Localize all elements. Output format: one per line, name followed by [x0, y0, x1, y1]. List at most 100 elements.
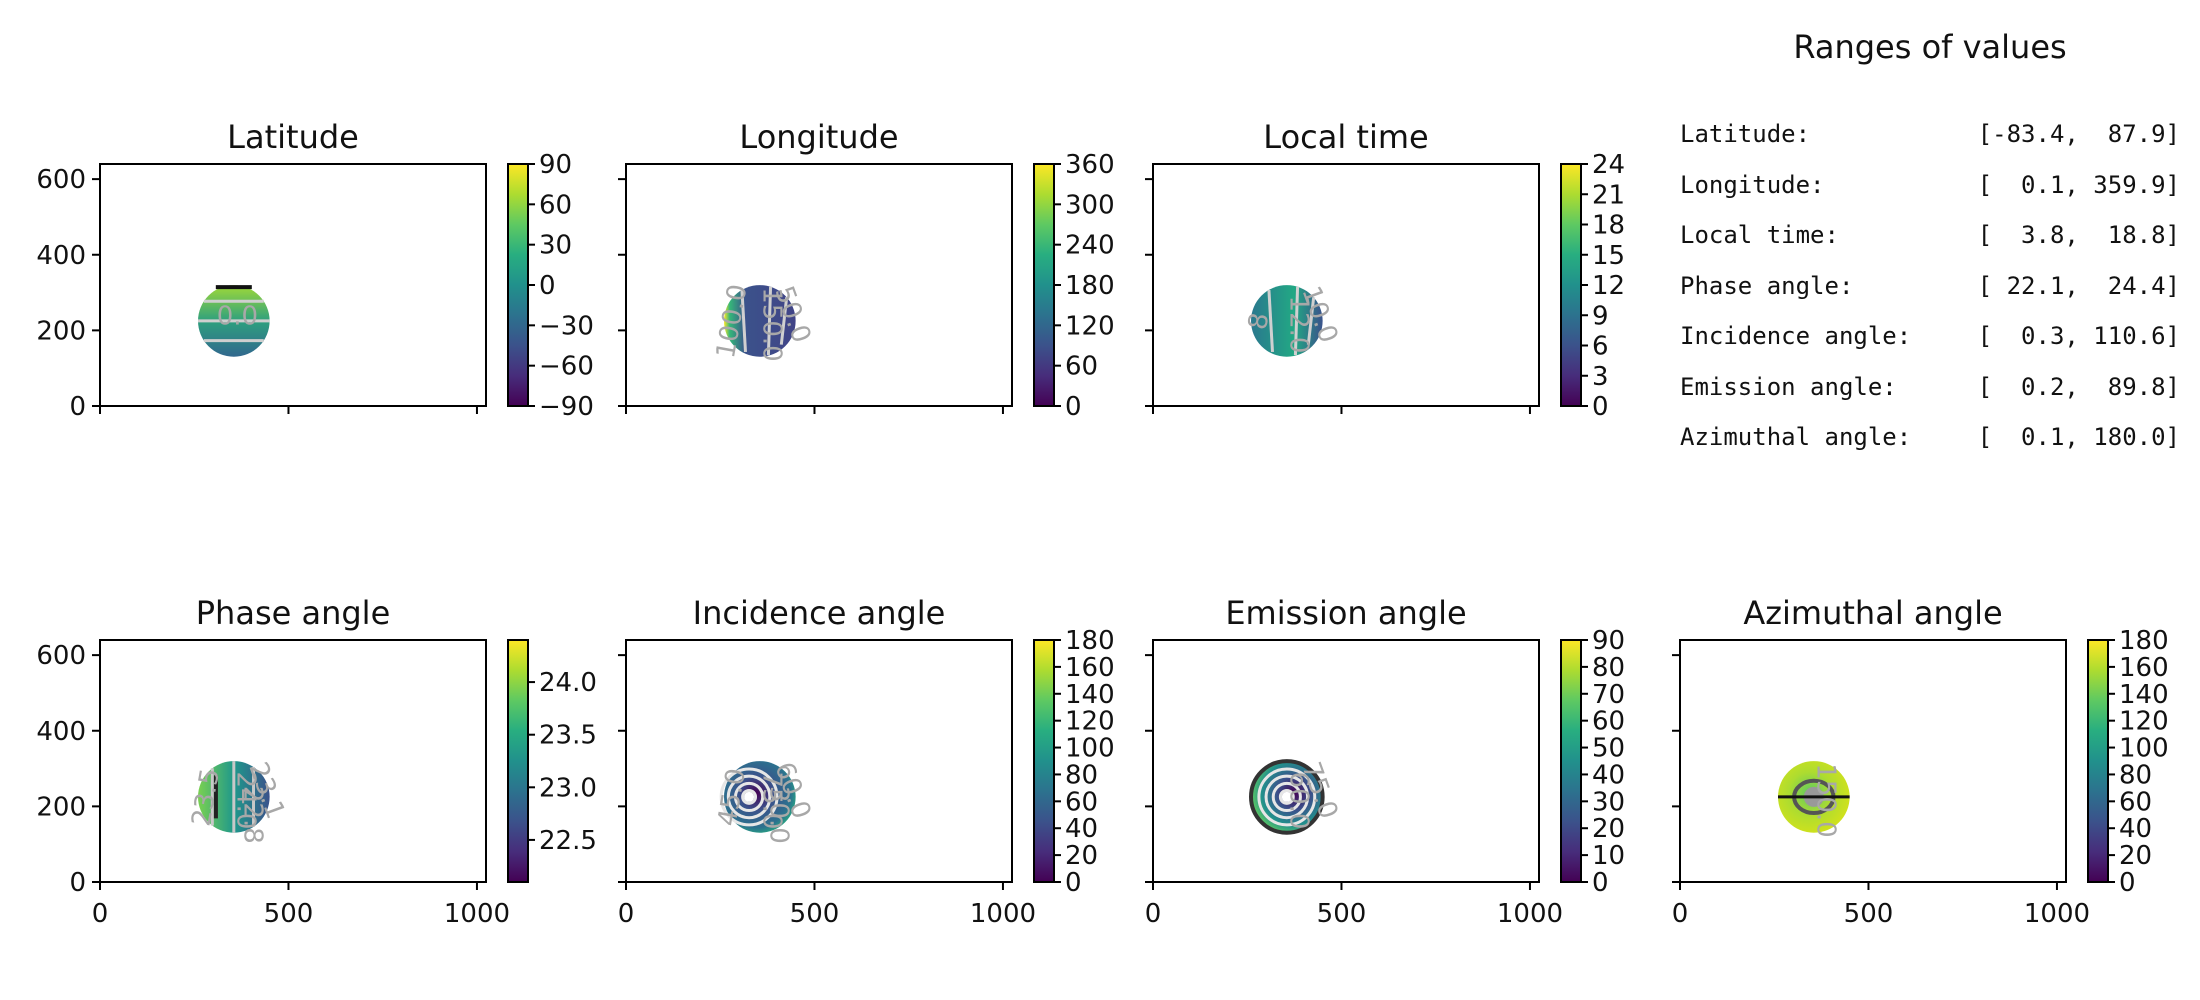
- ranges-title: Ranges of values: [1793, 28, 2067, 66]
- contour-label: 12.0: [1283, 296, 1313, 354]
- colorbar-tick-label: 40: [2119, 814, 2152, 844]
- axes-frame: [99, 639, 487, 883]
- colorbar-tick-label: 20: [2119, 841, 2152, 871]
- range-value: [ 0.3, 110.6]: [1977, 322, 2180, 350]
- colorbar-tick-label: 30: [1592, 787, 1625, 817]
- contour-line: [1293, 286, 1300, 356]
- colorbar-tick-label: 140: [2119, 680, 2169, 710]
- contour-label: 0.0: [217, 302, 258, 332]
- colorbar-tick-label: 90: [539, 150, 572, 180]
- range-label: Local time:: [1680, 221, 1839, 249]
- colorbar-tick-label: 100: [1065, 734, 1115, 764]
- range-value: [ 3.8, 18.8]: [1977, 221, 2180, 249]
- range-row: Incidence angle: [ 0.3, 110.6]: [1680, 322, 2180, 373]
- contour-line: [1306, 297, 1316, 345]
- colorbar-tick-label: 70: [1592, 680, 1625, 710]
- x-tick-label: 500: [264, 899, 314, 929]
- contour-ring: [1264, 774, 1310, 820]
- colorbar-tick-label: 80: [1065, 760, 1098, 790]
- contour-label: 60.0: [1283, 772, 1313, 830]
- contour-label: 22.8: [238, 786, 268, 844]
- contour-lines: [1778, 778, 1850, 816]
- range-label: Phase angle:: [1680, 271, 1854, 300]
- y-tick-label: 200: [36, 316, 86, 346]
- range-label: Incidence angle:: [1680, 322, 1912, 350]
- contour-lines: [210, 761, 256, 833]
- contour-lines: [198, 285, 270, 343]
- panel-title: Latitude: [227, 118, 359, 156]
- contour-line: [1267, 289, 1274, 353]
- y-tick-label: 400: [36, 241, 86, 271]
- x-tick-label: 0: [1145, 899, 1162, 929]
- colorbar-tick-label: 90: [1592, 626, 1625, 656]
- colorbar-tick-label: 30: [539, 231, 572, 261]
- contour-label: 150.0: [1810, 763, 1840, 837]
- range-value: [ 22.1, 24.4]: [1977, 271, 2180, 300]
- contour-center: [744, 791, 755, 802]
- colorbar-tick-label: 50: [1592, 734, 1625, 764]
- colorbar-tick-label: 10: [1592, 841, 1625, 871]
- range-label: Azimuthal angle:: [1680, 423, 1912, 451]
- contour-ring: [719, 767, 779, 827]
- x-tick-label: 0: [618, 899, 635, 929]
- x-tick-label: 500: [1317, 899, 1367, 929]
- range-value: [ 0.1, 359.9]: [1977, 170, 2180, 199]
- colorbar-tick-label: 180: [1065, 271, 1115, 301]
- contour-lines: [1249, 759, 1325, 835]
- panel-title: Incidence angle: [693, 594, 946, 632]
- colorbar-tick-label: 20: [1592, 814, 1625, 844]
- colorbar-tick-label: 0: [1592, 868, 1609, 898]
- contour-label: 8: [1243, 311, 1275, 333]
- colorbar-tick-label: 15: [1592, 241, 1625, 271]
- contour-ring: [1257, 767, 1317, 827]
- colorbar-tick-label: 60: [1065, 787, 1098, 817]
- colorbar-tick-label: 80: [2119, 760, 2152, 790]
- colorbar-tick-label: 160: [1065, 653, 1115, 683]
- colorbar-tick-label: 60: [1065, 352, 1098, 382]
- colorbar-tick-label: −60: [539, 352, 594, 382]
- axes-frame: [99, 163, 487, 407]
- x-tick-label: 500: [790, 899, 840, 929]
- colorbar-tick-label: 300: [1065, 190, 1115, 220]
- colorbar-tick-label: 24.0: [539, 668, 597, 698]
- colorbar-tick-label: 0: [1592, 392, 1609, 422]
- contour-ring: [741, 788, 758, 805]
- colorbar-tick-label: 360: [1065, 150, 1115, 180]
- contour-ring: [1278, 788, 1295, 805]
- colorbar-tick-label: 60: [2119, 787, 2152, 817]
- colorbar-tick-label: 80: [1592, 653, 1625, 683]
- colorbar-tick-label: 160: [2119, 653, 2169, 683]
- colorbar-tick-label: −90: [539, 392, 594, 422]
- colorbar-tick-label: 120: [1065, 311, 1115, 341]
- axes-frame: [1152, 163, 1540, 407]
- colorbar-tick-label: 100: [2119, 734, 2169, 764]
- colorbar: [1033, 639, 1055, 883]
- axes-frame: [625, 639, 1013, 883]
- panel-title: Longitude: [739, 118, 898, 156]
- contour-label: 30.0: [764, 786, 794, 844]
- x-tick-label: 1000: [444, 899, 510, 929]
- x-tick-label: 500: [1844, 899, 1894, 929]
- panel-title: Local time: [1263, 118, 1428, 156]
- colorbar-tick-label: 0: [2119, 868, 2136, 898]
- range-row: Local time: [ 3.8, 18.8]: [1680, 221, 2180, 272]
- range-row: Azimuthal angle: [ 0.1, 180.0]: [1680, 423, 2180, 474]
- range-row: Longitude: [ 0.1, 359.9]: [1680, 171, 2180, 222]
- colorbar: [1033, 163, 1055, 407]
- axes-frame: [1679, 639, 2067, 883]
- colorbar-tick-label: 240: [1065, 231, 1115, 261]
- colorbar-tick-label: 120: [1065, 707, 1115, 737]
- colorbar-tick-label: 6: [1592, 332, 1609, 362]
- colorbar-tick-label: 120: [2119, 707, 2169, 737]
- colorbar: [1560, 639, 1582, 883]
- colorbar-tick-label: 40: [1065, 814, 1098, 844]
- colorbar-tick-label: 23.0: [539, 773, 597, 803]
- planet-disc: [724, 761, 796, 833]
- colorbar-tick-label: 0: [1065, 868, 1082, 898]
- colorbar-tick-label: 60: [539, 190, 572, 220]
- contour-line: [740, 289, 747, 353]
